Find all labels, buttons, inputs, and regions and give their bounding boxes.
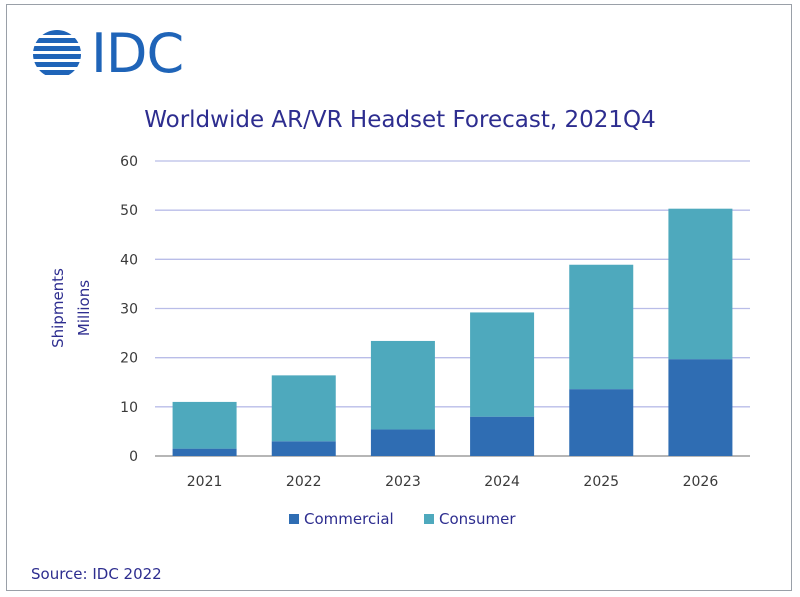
legend-swatch-consumer [424, 514, 434, 524]
y-axis-title-line: Shipments [49, 268, 67, 348]
y-tick-label: 10 [120, 400, 138, 416]
bar-commercial-2025 [569, 389, 634, 456]
legend-swatch-commercial [289, 514, 299, 524]
source-note: Source: IDC 2022 [31, 565, 162, 583]
x-tick-label: 2026 [683, 474, 719, 490]
x-tick-label: 2022 [286, 474, 322, 490]
x-axis-ticks: 2021 2022 2023 2024 2025 2026 [187, 474, 719, 490]
y-tick-label: 0 [129, 449, 138, 465]
legend: Commercial Consumer [289, 510, 516, 528]
bar-commercial-2023 [370, 429, 435, 456]
y-tick-label: 60 [120, 154, 138, 170]
bar-consumer-2023 [370, 340, 435, 430]
x-tick-label: 2023 [385, 474, 421, 490]
x-tick-label: 2024 [484, 474, 520, 490]
y-tick-label: 40 [120, 252, 138, 268]
bar-commercial-2024 [470, 416, 535, 456]
x-tick-label: 2025 [583, 474, 619, 490]
y-axis-label: Shipments Millions [49, 268, 93, 348]
idc-globe-icon [33, 30, 81, 75]
y-axis-ticks: 0 10 20 30 40 50 60 [120, 154, 138, 465]
y-tick-label: 30 [120, 302, 138, 318]
bar-commercial-2026 [668, 359, 733, 456]
legend-label-commercial: Commercial [304, 510, 394, 528]
idc-logo: IDC [31, 22, 184, 85]
legend-label-consumer: Consumer [439, 510, 516, 528]
bar-consumer-2025 [569, 264, 634, 390]
y-tick-label: 50 [120, 203, 138, 219]
chart-title: Worldwide AR/VR Headset Forecast, 2021Q4 [144, 107, 656, 133]
bars [172, 208, 733, 456]
bar-consumer-2021 [172, 401, 237, 449]
x-tick-label: 2021 [187, 474, 223, 490]
y-axis-title-line: Millions [75, 280, 93, 336]
bar-commercial-2021 [172, 448, 237, 456]
y-tick-label: 20 [120, 351, 138, 367]
bar-consumer-2024 [470, 312, 535, 417]
chart-frame: IDC Worldwide AR/VR Headset Forecast, 20… [6, 4, 792, 591]
bar-commercial-2022 [271, 441, 336, 456]
gridlines [155, 160, 750, 457]
logo-text: IDC [91, 22, 184, 85]
bar-consumer-2026 [668, 208, 733, 360]
bar-consumer-2022 [271, 375, 336, 442]
